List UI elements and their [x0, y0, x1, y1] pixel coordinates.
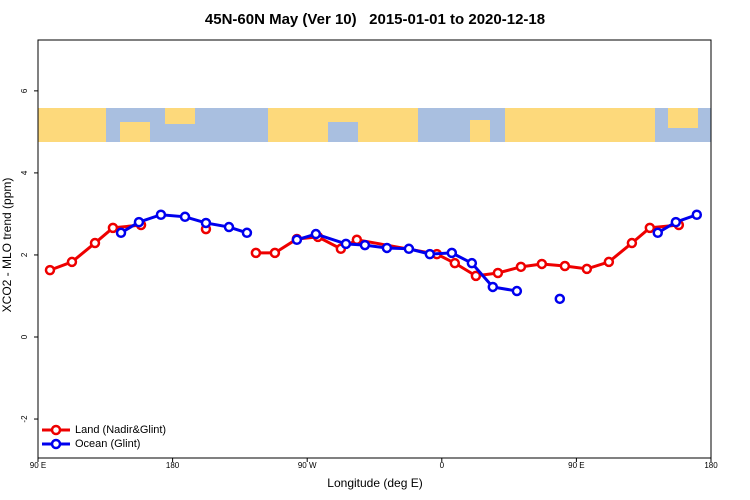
data-point: [351, 234, 363, 246]
data-point: [89, 237, 101, 249]
data-point: [107, 222, 119, 234]
x-tick-label: 0: [440, 461, 445, 470]
data-point: [626, 237, 638, 249]
data-point: [449, 257, 461, 269]
data-point: [554, 293, 566, 305]
y-tick-label: -2: [20, 415, 29, 423]
data-point: [670, 216, 682, 228]
x-tick-label: 90 E: [568, 461, 584, 470]
legend-label: Ocean (Glint): [75, 438, 140, 450]
data-point: [115, 227, 127, 239]
y-tick-label: 0: [20, 334, 29, 339]
data-point: [466, 257, 478, 269]
plot-frame: [37, 39, 712, 459]
data-point: [492, 267, 504, 279]
legend-marker: [50, 438, 62, 450]
legend-label: Land (Nadir&Glint): [75, 424, 166, 436]
data-point: [223, 221, 235, 233]
data-point: [581, 263, 593, 275]
x-axis-label: Longitude (deg E): [327, 476, 422, 490]
data-point: [536, 258, 548, 270]
data-point: [691, 209, 703, 220]
data-point: [403, 243, 415, 255]
y-tick-label: 2: [20, 252, 29, 257]
data-point: [511, 285, 523, 297]
data-point: [559, 260, 571, 272]
legend-marker: [50, 424, 62, 436]
data-point: [470, 270, 482, 282]
y-tick-label: 4: [20, 170, 29, 175]
data-point: [446, 247, 458, 259]
x-tick-label: 180: [704, 461, 718, 470]
data-point: [66, 256, 78, 268]
data-point: [291, 234, 303, 246]
data-point: [155, 209, 167, 220]
map-strip: [38, 108, 711, 142]
data-point: [269, 247, 281, 259]
data-point: [44, 264, 56, 276]
chart-title: 45N-60N May (Ver 10) 2015-01-01 to 2020-…: [205, 11, 545, 28]
x-tick-label: 180: [166, 461, 180, 470]
data-point: [515, 261, 527, 273]
data-point: [241, 227, 253, 239]
data-point: [133, 216, 145, 228]
data-point: [644, 222, 656, 234]
data-point: [381, 242, 393, 254]
data-point: [424, 248, 436, 260]
data-point: [487, 281, 499, 293]
data-point: [250, 247, 262, 259]
y-axis-label: XCO2 - MLO trend (ppm): [0, 178, 14, 313]
data-point: [200, 217, 212, 229]
data-point: [179, 211, 191, 223]
data-point: [359, 239, 371, 251]
x-tick-label: 90 W: [298, 461, 317, 470]
x-tick-label: 90 E: [30, 461, 46, 470]
data-point: [310, 228, 322, 240]
data-point: [340, 238, 352, 250]
legend: Land (Nadir&Glint) Ocean (Glint): [42, 424, 166, 450]
data-point: [603, 256, 615, 268]
y-tick-label: 6: [20, 88, 29, 93]
data-point: [652, 227, 664, 239]
